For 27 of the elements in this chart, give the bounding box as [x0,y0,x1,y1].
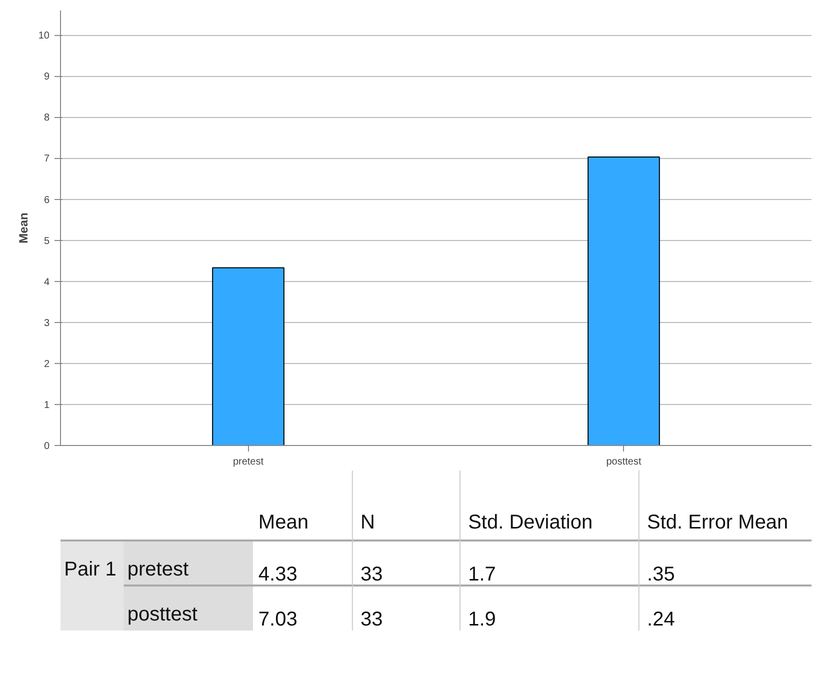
text: 33 [360,564,383,586]
text: Std. Error Mean [647,512,788,534]
text: 1.9 [468,608,496,630]
y-tick-label: 2 [44,358,50,370]
y-tick-label: 9 [44,72,50,83]
y-tick-label: 4 [44,276,50,288]
text: 7.03 [258,608,298,630]
y-tick-label: 7 [44,154,50,165]
text: 33 [360,608,383,630]
text: Std. Deviation [468,512,593,534]
y-axis-title: Mean [16,212,30,244]
y-tick-label: 5 [44,236,50,247]
y-tick-label: 0 [44,441,50,452]
category-label: pretest [127,558,189,580]
text: N [360,512,375,534]
y-tick-label: 6 [44,194,50,206]
y-tick-label: 3 [44,318,50,329]
category-label: posttest [127,604,198,626]
text: 4.33 [258,564,298,586]
text: 1.7 [468,564,496,586]
y-tick-label: 8 [44,112,50,124]
text: .35 [647,564,675,586]
text: Mean [258,512,308,534]
text: Pair 1 [64,558,116,580]
text: .24 [647,608,675,630]
y-tick-label: 10 [38,30,50,42]
y-tick-label: 1 [44,400,50,411]
